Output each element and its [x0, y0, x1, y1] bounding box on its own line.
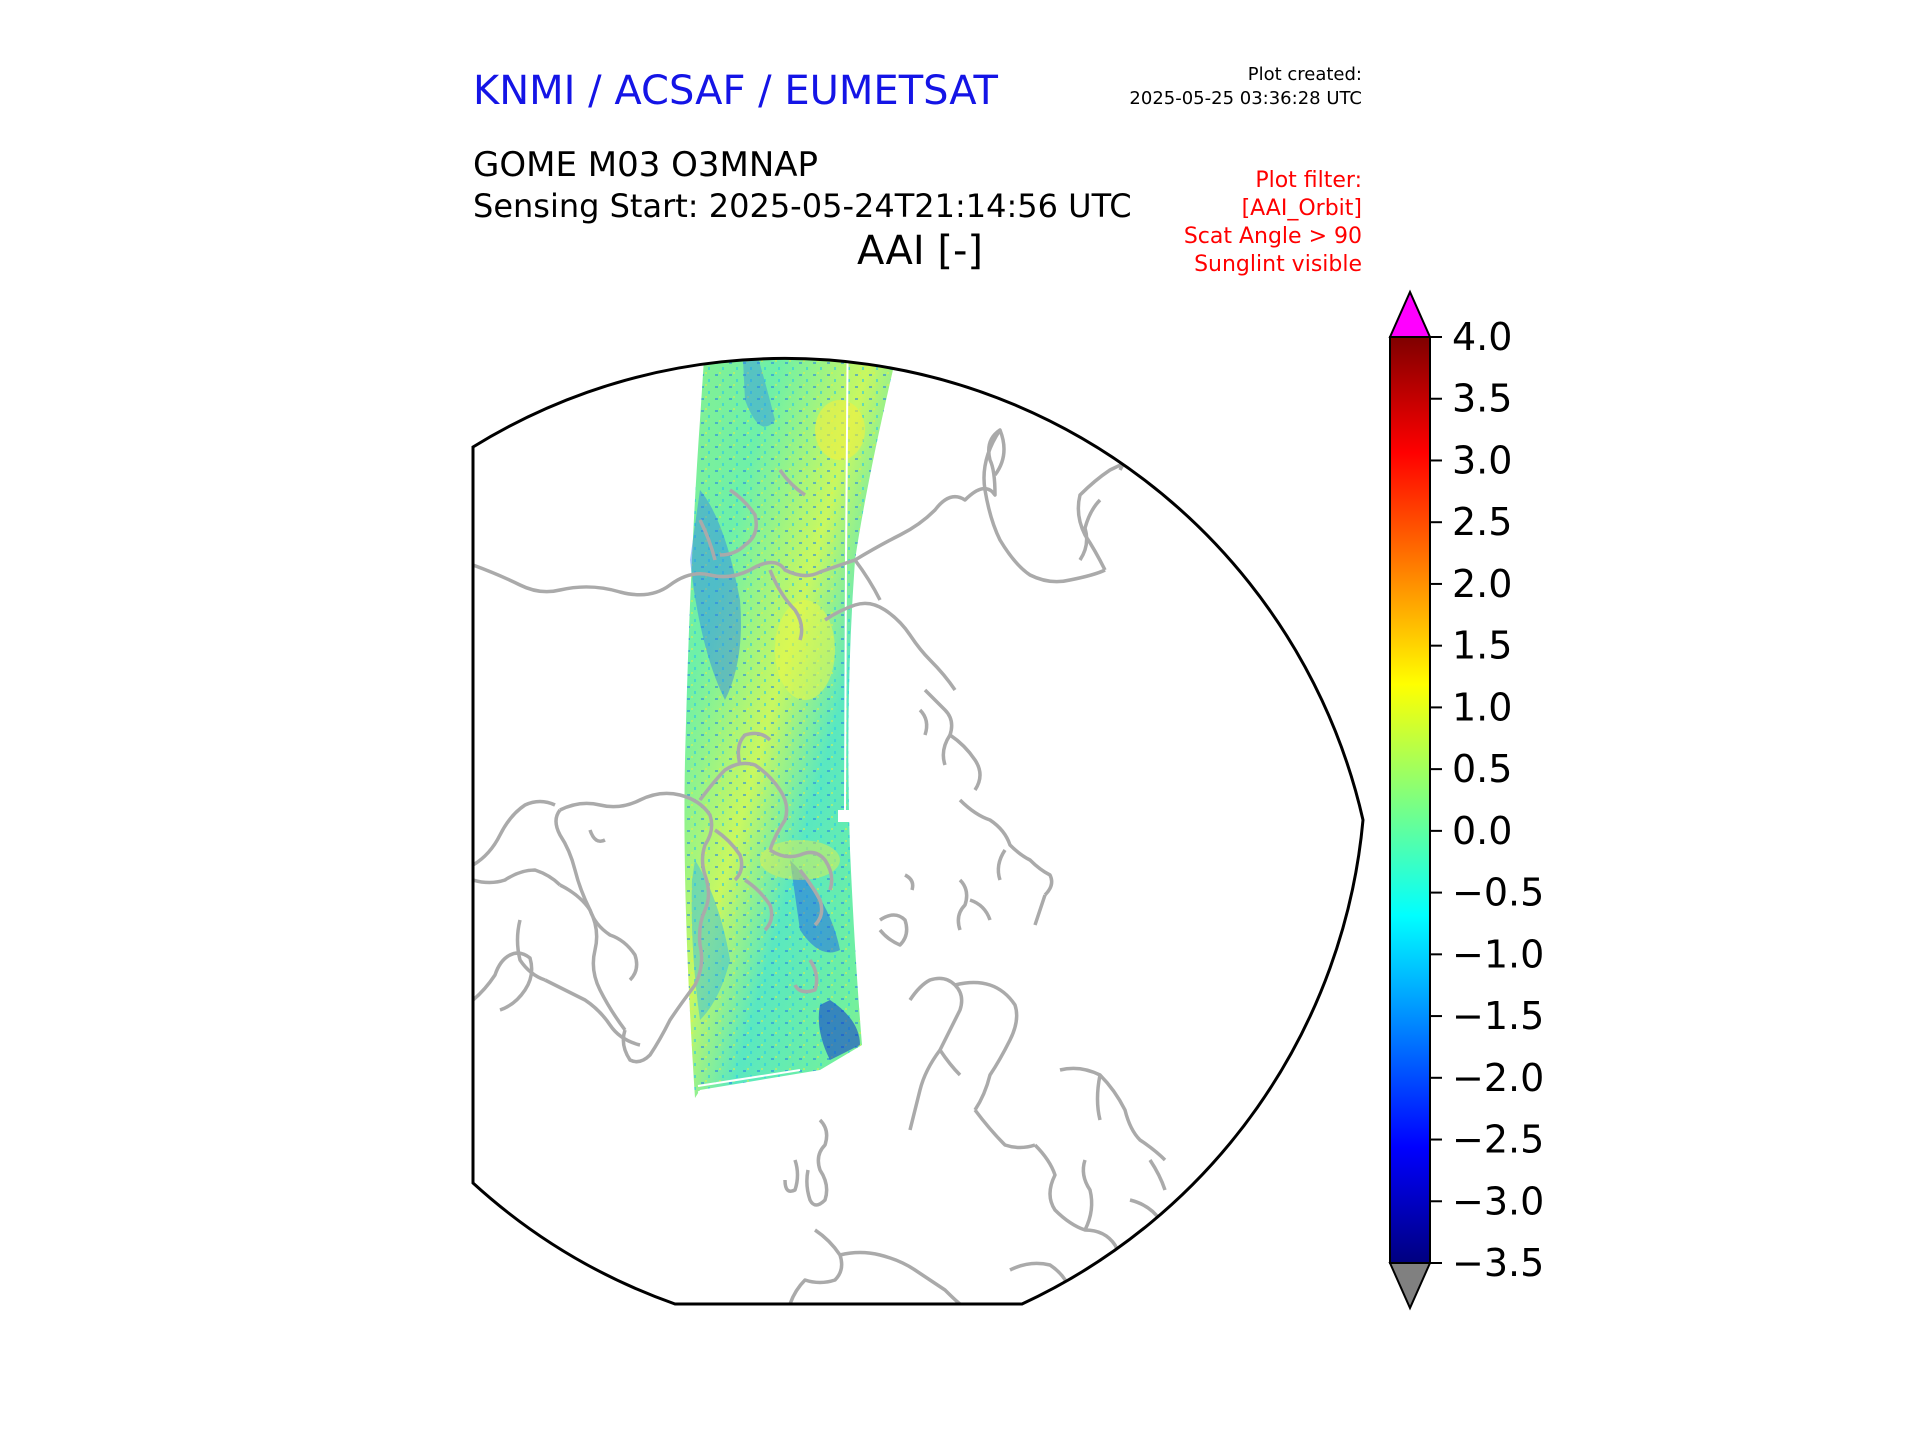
plot-created-time: 2025-05-25 03:36:28 UTC — [1129, 88, 1362, 109]
colorbar-tick-label: 4.0 — [1452, 315, 1512, 359]
plot-filter-name: [AAI_Orbit] — [1241, 196, 1362, 221]
colorbar-tick-label: −1.5 — [1452, 994, 1544, 1038]
colorbar: 4.0 3.5 3.0 2.5 2.0 1.5 1.0 0.5 0.0 −0.5 −1.0 −1.5 −… — [1388, 289, 1544, 1311]
plot-created-label: Plot created: — [1247, 64, 1362, 85]
colorbar-tick-label: −2.0 — [1452, 1056, 1544, 1100]
product-title: GOME M03 O3MNAP — [473, 145, 819, 185]
colorbar-tick-label: 3.0 — [1452, 438, 1512, 482]
map-area — [473, 358, 1282, 1304]
colorbar-tick-label: 2.5 — [1452, 500, 1512, 544]
colorbar-tick-label: 0.5 — [1452, 747, 1512, 791]
colorbar-under-range-extension — [1388, 1262, 1432, 1311]
colorbar-tick-label: 3.5 — [1452, 377, 1512, 421]
map-boundary — [471, 356, 1365, 1306]
colorbar-tick-label: −1.0 — [1452, 932, 1544, 976]
sensing-start: Sensing Start: 2025-05-24T21:14:56 UTC — [473, 187, 1132, 225]
colorbar-tick-label: 2.0 — [1452, 562, 1512, 606]
colorbar-over-range-extension — [1388, 289, 1432, 338]
organization-title: KNMI / ACSAF / EUMETSAT — [473, 68, 998, 114]
plot-filter-label: Plot filter: — [1255, 168, 1362, 193]
colorbar-tick-label: 0.0 — [1452, 809, 1512, 853]
colorbar-tick-label: −2.5 — [1452, 1118, 1544, 1162]
variable-title: AAI [-] — [857, 228, 983, 274]
colorbar-tick-label: 1.5 — [1452, 624, 1512, 668]
coastlines — [473, 358, 1282, 1304]
colorbar-tick-label: −3.0 — [1452, 1179, 1544, 1223]
colorbar-tick-label: −0.5 — [1452, 871, 1544, 915]
colorbar-tick-label: 1.0 — [1452, 685, 1512, 729]
aai-swath — [684, 358, 912, 1098]
colorbar-tick-label: −3.5 — [1452, 1241, 1544, 1285]
plot-filter-sunglint: Sunglint visible — [1194, 252, 1362, 277]
plot-filter-scat-angle: Scat Angle > 90 — [1183, 224, 1362, 249]
